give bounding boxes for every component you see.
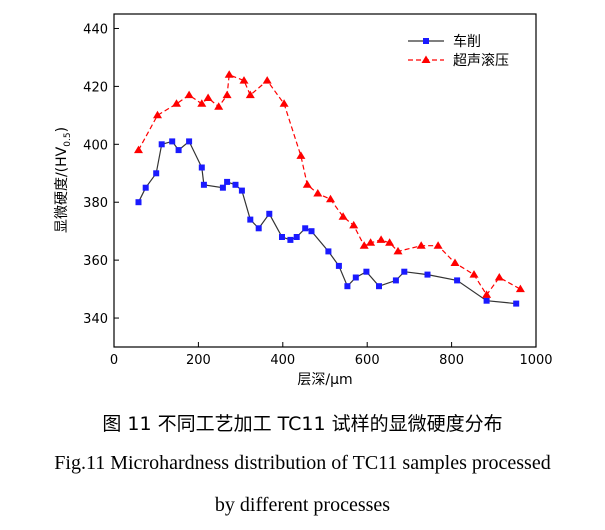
data-point (454, 277, 461, 284)
data-point (184, 90, 194, 99)
y-axis-ticks: 340 360 380 400 420 440 (83, 22, 119, 327)
data-point (247, 216, 254, 223)
data-point (175, 147, 182, 154)
y-tick-label: 380 (83, 196, 108, 211)
series-line (137, 73, 521, 296)
data-point (214, 102, 224, 110)
data-point (197, 99, 207, 107)
y-tick-label: 360 (83, 254, 108, 269)
data-point (513, 300, 520, 307)
x-tick-label: 200 (186, 353, 211, 368)
data-point (450, 258, 460, 266)
x-tick-label: 800 (439, 353, 464, 368)
data-point (392, 277, 399, 284)
microhardness-chart: 0 200 400 600 800 1000 340 360 380 400 420 440 层深/… (54, 13, 553, 388)
series-ultrasonic-rolling (134, 70, 525, 298)
x-tick-label: 1000 (519, 353, 552, 368)
data-point (376, 283, 382, 290)
data-point (308, 228, 315, 235)
data-point (245, 90, 255, 99)
figure-caption-english-line2: by different processes (214, 494, 391, 516)
data-point (344, 283, 351, 290)
data-point (266, 210, 273, 217)
data-point (287, 236, 294, 243)
data-point (363, 268, 370, 275)
legend-turning-marker (423, 38, 429, 44)
data-point (416, 241, 426, 249)
data-point (279, 99, 289, 107)
data-point (134, 145, 143, 154)
data-point (359, 241, 369, 249)
legend: 车削 超声滚压 (408, 33, 509, 69)
plot-frame (113, 13, 537, 348)
x-tick-label: 600 (355, 353, 380, 368)
data-point (483, 297, 490, 304)
data-point (482, 290, 492, 298)
data-point (153, 110, 162, 119)
data-point (224, 178, 231, 185)
data-point (222, 90, 232, 99)
data-point (262, 76, 272, 84)
figure-caption-chinese: 图 11 不同工艺加工 TC11 试样的显微硬度分布 (102, 413, 503, 435)
x-tick-label: 400 (270, 353, 295, 368)
data-point (313, 189, 323, 197)
data-point (494, 273, 504, 281)
y-axis-label-end: ) (54, 127, 70, 132)
data-point (158, 141, 165, 148)
series-turning (135, 138, 520, 307)
data-point (172, 99, 181, 107)
y-tick-label: 400 (83, 138, 108, 153)
x-axis-label: 层深/μm (297, 372, 352, 388)
legend-turning-label: 车削 (453, 33, 481, 50)
data-point (393, 246, 403, 255)
data-point (296, 151, 306, 159)
data-point (349, 220, 359, 229)
y-tick-label: 420 (83, 80, 108, 95)
data-point (238, 187, 245, 194)
data-point (239, 76, 249, 84)
data-point (186, 138, 193, 145)
data-point (302, 225, 309, 232)
data-point (325, 248, 332, 255)
data-point (219, 184, 226, 191)
data-point (198, 164, 205, 171)
data-point (293, 234, 300, 240)
data-point (153, 170, 160, 177)
y-axis-label: 显微硬度/(HV0.5) (54, 127, 73, 233)
data-point (203, 93, 213, 101)
data-point (376, 235, 386, 243)
y-axis-label-sub: 0.5 (63, 132, 73, 146)
data-point (335, 262, 342, 269)
data-point (326, 194, 335, 203)
y-axis-label-main: 显微硬度/(HV (54, 146, 70, 233)
data-point (255, 225, 262, 232)
data-point (401, 268, 408, 275)
y-tick-label: 340 (83, 312, 108, 327)
data-point (433, 241, 443, 249)
x-tick-label: 0 (110, 353, 118, 368)
data-point (135, 199, 142, 206)
data-point (232, 181, 239, 188)
data-point (515, 284, 525, 293)
data-point (469, 270, 479, 278)
data-point (224, 70, 234, 78)
legend-rolling-label: 超声滚压 (453, 52, 509, 69)
data-point (352, 274, 359, 281)
y-tick-label: 440 (83, 22, 108, 37)
data-point (338, 212, 348, 220)
data-point (169, 138, 176, 145)
data-point (366, 238, 376, 246)
data-point (279, 234, 285, 240)
legend-rolling-marker (421, 55, 431, 63)
data-point (424, 271, 431, 278)
figure-caption-english-line1: Fig.11 Microhardness distribution of TC1… (54, 452, 551, 474)
data-point (200, 181, 207, 188)
data-point (142, 184, 149, 191)
x-axis-ticks: 0 200 400 600 800 1000 (110, 342, 553, 368)
data-point (302, 180, 312, 188)
data-point (385, 238, 395, 246)
